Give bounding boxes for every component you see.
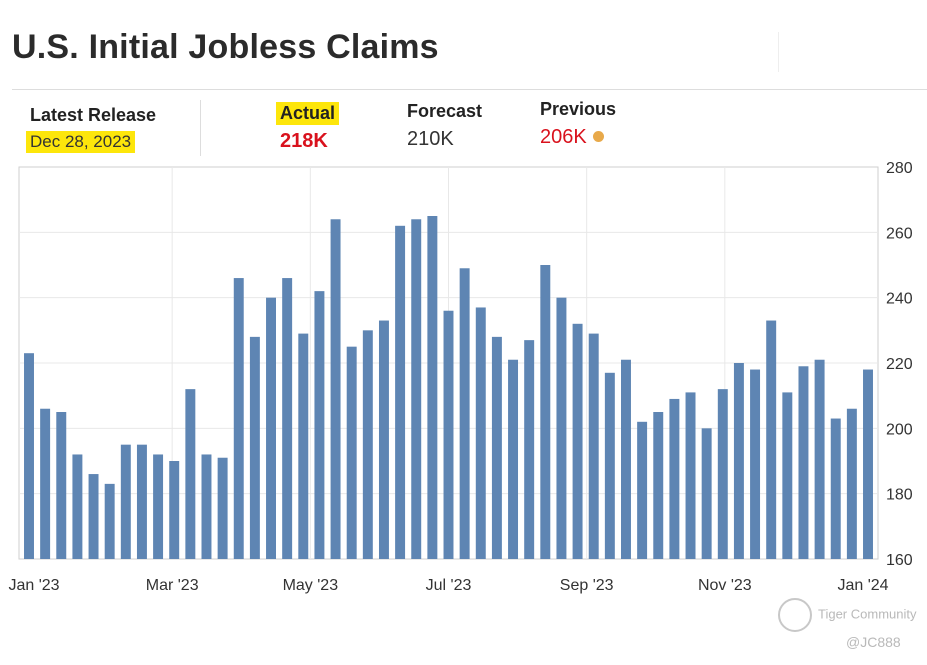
watermark-brand: Tiger Community: [818, 606, 917, 622]
stats-separator: [200, 100, 201, 156]
bar: [766, 320, 777, 559]
latest-release-block: Latest Release Dec 28, 2023: [26, 104, 160, 153]
bar: [685, 392, 696, 559]
bar: [217, 457, 228, 559]
bar: [378, 320, 389, 559]
bar: [395, 225, 406, 560]
previous-block: Previous 206K: [536, 98, 620, 150]
watermark: Tiger Community: [778, 598, 916, 632]
bar: [185, 389, 196, 559]
bar: [346, 346, 357, 559]
bar: [814, 359, 825, 559]
bar: [427, 216, 438, 559]
bar: [314, 291, 325, 559]
bar: [249, 336, 260, 559]
revision-dot-icon: [592, 131, 604, 143]
latest-release-date: Dec 28, 2023: [26, 131, 136, 153]
bar: [330, 219, 341, 559]
x-tick-label: Jan '23: [8, 577, 59, 594]
actual-value: 218K: [280, 130, 328, 152]
bar: [782, 392, 793, 559]
x-tick-label: May '23: [283, 577, 339, 594]
bar: [701, 428, 712, 559]
bar: [169, 461, 180, 559]
bar: [362, 330, 373, 559]
bar: [201, 454, 212, 559]
x-tick-label: Sep '23: [560, 577, 614, 594]
bar: [846, 408, 857, 559]
forecast-label: Forecast: [407, 101, 483, 121]
actual-label: Actual: [276, 102, 340, 125]
actual-block: Actual 218K: [276, 102, 340, 154]
bar: [653, 412, 664, 559]
bar: [508, 359, 519, 559]
bar: [459, 268, 470, 559]
tiger-logo-icon: [778, 598, 812, 632]
bar: [524, 340, 535, 559]
y-tick-label: 160: [886, 552, 913, 569]
bar: [588, 333, 599, 559]
y-tick-label: 200: [886, 421, 913, 438]
y-tick-label: 280: [886, 160, 913, 177]
bar: [104, 483, 115, 559]
bar: [733, 363, 744, 559]
bar: [491, 336, 502, 559]
bar: [475, 307, 486, 559]
bar: [540, 265, 551, 559]
y-tick-label: 220: [886, 356, 913, 373]
bar: [637, 421, 648, 559]
bar: [863, 369, 873, 559]
y-tick-label: 240: [886, 291, 913, 308]
bar: [266, 297, 276, 559]
bar: [411, 219, 422, 559]
y-tick-label: 260: [886, 225, 913, 242]
bar: [717, 389, 728, 559]
bar: [556, 297, 567, 559]
y-tick-label: 180: [886, 487, 913, 504]
bar: [233, 278, 244, 559]
bar: [40, 408, 51, 559]
title-rule: [12, 89, 927, 90]
bar: [830, 418, 841, 559]
bar: [153, 454, 164, 559]
latest-release-label: Latest Release: [30, 105, 157, 125]
bar: [298, 333, 309, 559]
forecast-block: Forecast 210K: [403, 100, 486, 152]
bar: [669, 398, 680, 559]
bar: [88, 474, 99, 559]
bar: [572, 323, 583, 559]
x-tick-label: Jul '23: [426, 577, 472, 594]
bar: [443, 310, 454, 559]
x-tick-label: Jan '24: [837, 577, 888, 594]
bar: [621, 359, 631, 559]
header-divider: [778, 32, 779, 72]
previous-value: 206K: [540, 126, 587, 148]
bar: [798, 366, 809, 559]
x-tick-label: Nov '23: [698, 577, 752, 594]
bar: [750, 369, 761, 559]
forecast-value: 210K: [407, 128, 454, 150]
previous-label: Previous: [540, 99, 617, 119]
bar: [136, 444, 147, 559]
bar: [604, 372, 615, 559]
bar: [24, 353, 34, 559]
bar: [72, 454, 83, 559]
watermark-handle: @JC888: [846, 634, 901, 650]
bar: [282, 278, 293, 559]
chart-title: U.S. Initial Jobless Claims: [12, 28, 439, 66]
bar: [56, 412, 67, 559]
bar: [120, 444, 131, 559]
x-tick-label: Mar '23: [146, 577, 199, 594]
